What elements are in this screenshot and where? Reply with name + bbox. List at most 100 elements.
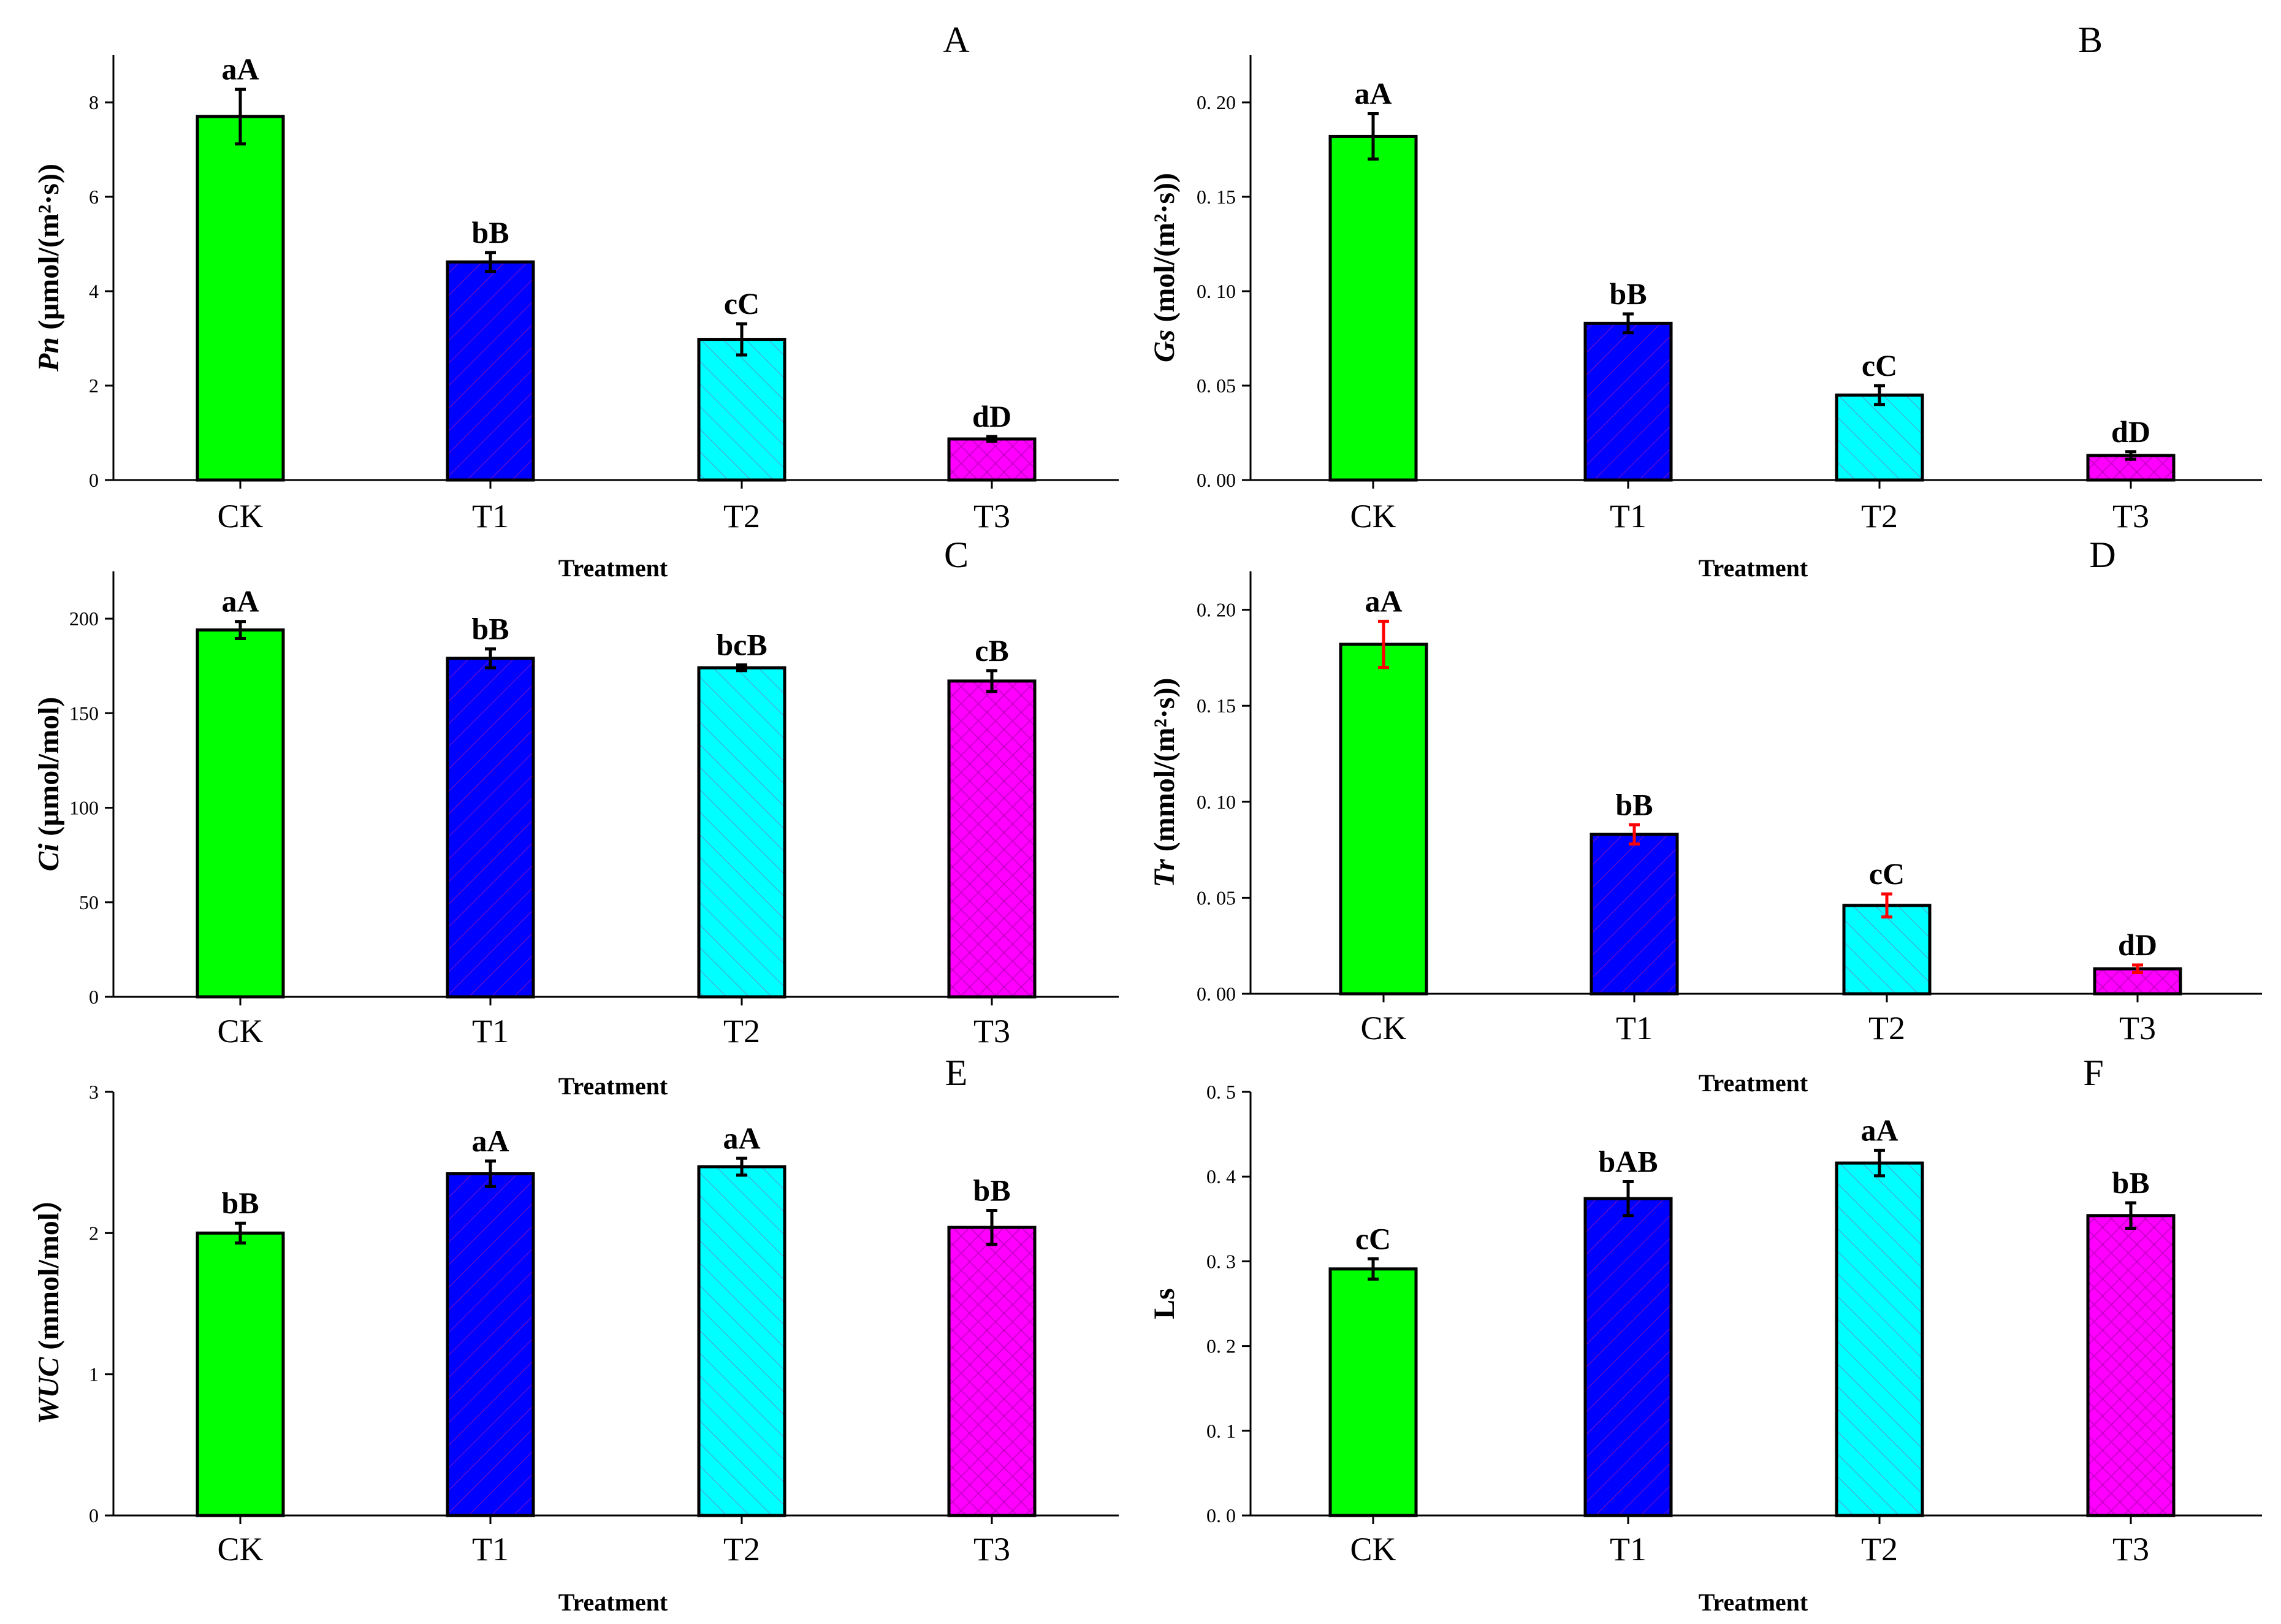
y-tick-label: 0. 10 (1197, 280, 1236, 302)
y-tick-label: 4 (89, 280, 99, 302)
y-axis-title-unit: (mmol/mol） (32, 1183, 65, 1357)
bar-ck (1330, 136, 1416, 480)
bar-hatch-t2 (1837, 395, 1922, 480)
error-bar-t2 (1874, 1148, 1885, 1178)
y-tick-label: 0. 05 (1197, 886, 1236, 909)
error-bar-ck (235, 620, 246, 640)
category-label-t1: T1 (1610, 1531, 1647, 1568)
significance-label-t2: cC (724, 286, 760, 321)
error-bar-t3 (986, 435, 997, 443)
y-axis-title-symbol: Pn (32, 337, 65, 372)
y-tick-label: 3 (89, 1081, 99, 1103)
y-tick-label: 1 (89, 1363, 99, 1386)
y-tick-label: 0. 15 (1197, 186, 1236, 208)
y-tick-label: 0. 15 (1197, 695, 1236, 717)
significance-label-t3: dD (2111, 414, 2150, 449)
significance-label-ck: aA (1354, 76, 1392, 110)
bar-hatch-t3 (949, 439, 1035, 480)
y-tick-label: 0. 3 (1206, 1250, 1236, 1272)
error-bar-ck (1368, 112, 1379, 161)
y-tick-label: 0. 5 (1206, 1081, 1236, 1103)
category-label-t3: T3 (2119, 1010, 2156, 1046)
x-axis-title: Treatment (1699, 1069, 1808, 1097)
panel-label-d: D (2089, 535, 2115, 575)
y-tick-label: 200 (69, 608, 99, 630)
y-axis-title-symbol: Tr (1148, 858, 1181, 888)
significance-label-ck: aA (1365, 584, 1402, 618)
category-label-t3: T3 (973, 498, 1010, 535)
error-bar-t2 (1874, 384, 1885, 406)
error-bar-t2 (736, 322, 747, 357)
significance-label-t3: bB (2112, 1165, 2149, 1200)
error-bar-ck (235, 1221, 246, 1245)
y-axis-title-unit: (mol/(m²·s)) (1148, 173, 1181, 330)
y-axis-title: WUC (mmol/mol） (32, 1183, 65, 1424)
significance-label-t1: bB (1615, 787, 1653, 822)
panel-f: 0. 0 0. 1 0. 2 0. 3 0. 4 0. 5 cC CK bAB T1 aA T2 bB T… (1148, 1053, 2262, 1616)
category-label-t2: T2 (723, 1531, 760, 1568)
error-bar-t3 (986, 669, 997, 693)
category-label-t1: T1 (472, 1531, 509, 1568)
significance-label-t2: cC (1862, 348, 1897, 383)
y-tick-label: 0. 00 (1197, 983, 1236, 1005)
significance-label-t1: bB (471, 215, 509, 250)
error-bar-t1 (485, 251, 496, 273)
category-label-t1: T1 (1616, 1010, 1653, 1046)
y-tick-label: 2 (89, 375, 99, 397)
significance-label-t3: cB (975, 633, 1009, 668)
significance-label-t2: aA (1860, 1113, 1898, 1147)
category-label-t2: T2 (1861, 1531, 1898, 1568)
significance-label-ck: aA (221, 584, 259, 619)
error-bar-ck (235, 87, 246, 146)
error-bar-t1 (485, 647, 496, 669)
panel-a: 0 2 4 6 8 aA CK bB T1 cC T2 dD T3 Treatment Pn (μmol/(… (32, 20, 1119, 582)
y-axis-title-unit: (μmol/mol) (32, 697, 65, 844)
y-tick-label: 0 (89, 1504, 99, 1527)
y-tick-label: 0. 00 (1197, 469, 1236, 491)
significance-label-t2: cC (1869, 856, 1905, 891)
x-axis-title: Treatment (1699, 554, 1808, 582)
bar-hatch-t2 (1844, 905, 1930, 994)
panel-c: 0 50 100 150 200 aA CK bB T1 bcB T2 cB T3 Treatment Ci… (32, 535, 1119, 1100)
significance-label-t1: bB (471, 611, 509, 646)
error-bar-t2 (736, 1156, 747, 1177)
error-bar-t3 (2125, 450, 2136, 461)
y-tick-label: 0. 05 (1197, 375, 1236, 397)
significance-label-t3: dD (2118, 928, 2157, 962)
panel-label-c: C (944, 535, 969, 575)
bar-ck (1341, 644, 1426, 994)
y-axis-title-unit: (mmol/(m²·s)) (1148, 678, 1181, 860)
category-label-t2: T2 (723, 498, 760, 535)
significance-label-ck: cC (1355, 1221, 1391, 1256)
y-axis-title: Ls (1148, 1288, 1181, 1319)
x-axis-title: Treatment (1699, 1588, 1808, 1616)
panel-b: 0. 00 0. 05 0. 10 0. 15 0. 20 aA CK bB T1 cC T2 dD T… (1148, 20, 2262, 582)
bar-hatch-t1 (447, 1173, 533, 1515)
bar-hatch-t3 (949, 1227, 1035, 1515)
x-axis-title: Treatment (558, 554, 668, 582)
category-label-t1: T1 (472, 1013, 509, 1050)
bar-hatch-t1 (1591, 834, 1677, 994)
error-bar-t1 (485, 1159, 496, 1188)
category-label-t1: T1 (1610, 498, 1647, 535)
y-tick-label: 0. 0 (1206, 1504, 1236, 1527)
bar-hatch-t1 (1585, 1199, 1671, 1515)
significance-label-t2: aA (723, 1121, 760, 1155)
y-axis-title-symbol: WUC (32, 1357, 65, 1424)
y-tick-label: 0 (89, 469, 99, 491)
category-label-t3: T3 (973, 1531, 1010, 1568)
y-tick-label: 0. 1 (1206, 1420, 1236, 1442)
category-label-ck: CK (217, 1531, 263, 1568)
y-axis-title: Gs (mol/(m²·s)) (1148, 173, 1181, 362)
error-bar-t3 (986, 1208, 997, 1246)
y-tick-label: 100 (69, 797, 99, 819)
category-label-t3: T3 (2112, 498, 2149, 535)
y-tick-label: 50 (79, 891, 99, 913)
bar-hatch-t1 (447, 658, 533, 997)
y-axis-title: Pn (μmol/(m²·s)) (32, 164, 65, 372)
y-tick-label: 8 (89, 91, 99, 113)
y-axis-title-symbol: Ci (32, 843, 65, 871)
significance-label-t3: dD (972, 399, 1011, 433)
category-label-ck: CK (1360, 1010, 1406, 1046)
